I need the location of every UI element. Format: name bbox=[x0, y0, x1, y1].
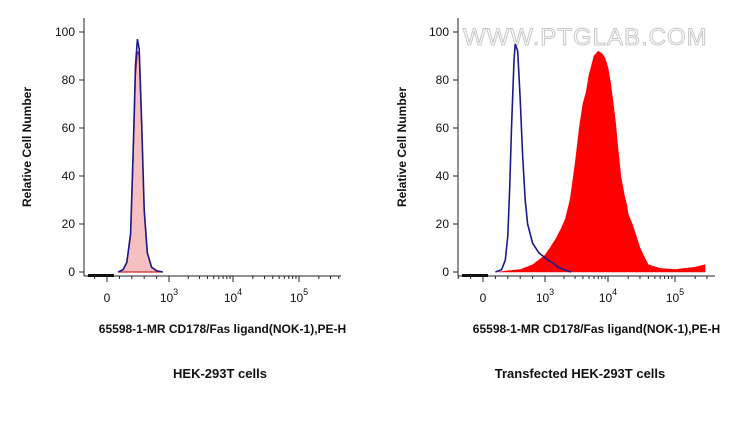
y-tick-label: 60 bbox=[436, 121, 450, 135]
histogram-line-series bbox=[117, 39, 163, 273]
y-tick-label: 60 bbox=[62, 121, 76, 135]
baseline-events bbox=[88, 274, 114, 277]
histogram-fill-series bbox=[498, 50, 706, 273]
x-tick-exponent: 3 bbox=[549, 287, 554, 297]
histogram-line-series bbox=[495, 43, 572, 273]
x-tick-base: 10 bbox=[666, 291, 680, 305]
y-tick-label: 20 bbox=[62, 217, 76, 231]
y-tick-label: 0 bbox=[68, 265, 75, 279]
x-tick-base: 10 bbox=[224, 291, 238, 305]
x-tick-exponent: 3 bbox=[173, 287, 178, 297]
x-tick-exponent: 5 bbox=[303, 287, 308, 297]
x-tick-base: 10 bbox=[290, 291, 304, 305]
x-tick-base: 10 bbox=[160, 291, 174, 305]
x-tick-label: 104 bbox=[224, 287, 242, 305]
y-tick-label: 20 bbox=[436, 217, 450, 231]
y-tick-label: 100 bbox=[55, 25, 75, 39]
y-tick-label: 80 bbox=[62, 73, 76, 87]
x-tick-base: 0 bbox=[104, 291, 111, 305]
panel-caption: Transfected HEK-293T cells bbox=[495, 366, 666, 381]
x-tick-label: 103 bbox=[536, 287, 554, 305]
y-tick-label: 40 bbox=[436, 169, 450, 183]
x-axis-title: 65598-1-MR CD178/Fas ligand(NOK-1),PE-H bbox=[473, 322, 720, 336]
x-tick-base: 0 bbox=[480, 291, 487, 305]
y-tick-label: 0 bbox=[442, 265, 449, 279]
panel-caption: HEK-293T cells bbox=[173, 366, 267, 381]
y-axis-title: Relative Cell Number bbox=[20, 87, 34, 207]
x-tick-label: 104 bbox=[599, 287, 617, 305]
baseline-events bbox=[462, 274, 488, 277]
x-axis-title: 65598-1-MR CD178/Fas ligand(NOK-1),PE-H bbox=[99, 322, 346, 336]
x-tick-label: 105 bbox=[290, 287, 308, 305]
x-tick-label: 0 bbox=[480, 291, 487, 305]
y-tick-label: 100 bbox=[429, 25, 449, 39]
watermark-text: WWW.PTGLAB.COM bbox=[463, 24, 708, 51]
x-tick-base: 10 bbox=[536, 291, 550, 305]
x-tick-label: 0 bbox=[104, 291, 111, 305]
y-axis-title: Relative Cell Number bbox=[395, 87, 409, 207]
x-tick-exponent: 4 bbox=[237, 287, 242, 297]
x-tick-exponent: 4 bbox=[612, 287, 617, 297]
x-tick-exponent: 5 bbox=[679, 287, 684, 297]
x-tick-base: 10 bbox=[599, 291, 613, 305]
x-tick-label: 105 bbox=[666, 287, 684, 305]
y-tick-label: 80 bbox=[436, 73, 450, 87]
y-tick-label: 40 bbox=[62, 169, 76, 183]
x-tick-label: 103 bbox=[160, 287, 178, 305]
